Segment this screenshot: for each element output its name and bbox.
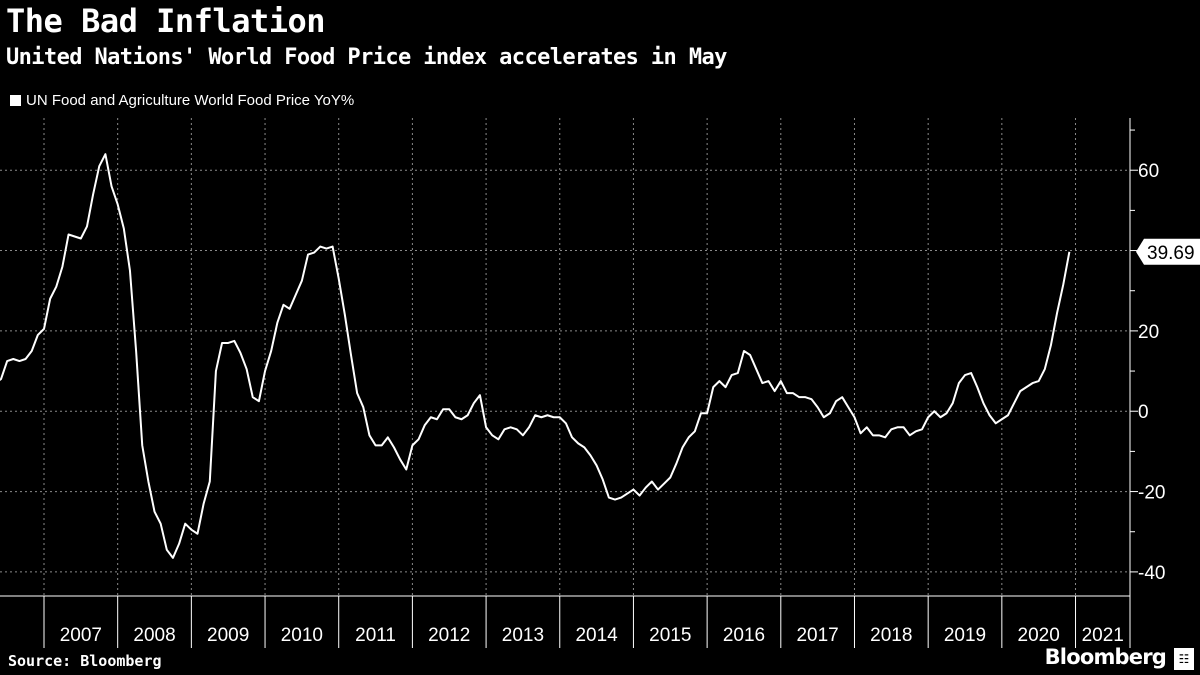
series-layer — [0, 153, 1071, 559]
grid-layer — [0, 118, 1130, 596]
x-tick-label: 2014 — [575, 625, 618, 646]
series-line-food-price-yoy — [0, 153, 1071, 559]
axis-layer — [0, 118, 1138, 648]
y-tick-label: 60 — [1138, 161, 1159, 182]
terminal-icon: ☷ — [1174, 648, 1194, 670]
y-tick-label: -20 — [1138, 483, 1165, 504]
chart-subtitle: United Nations' World Food Price index a… — [6, 45, 727, 70]
brand-logo: Bloomberg — [1044, 645, 1167, 669]
y-tick-label: -40 — [1138, 563, 1165, 584]
x-tick-label: 2008 — [133, 625, 175, 646]
x-tick-label: 2016 — [723, 625, 765, 646]
y-tick-label: 20 — [1138, 322, 1159, 343]
last-value-label: 39.69 — [1147, 243, 1195, 264]
last-value-callout — [1136, 238, 1200, 265]
source-note: Source: Bloomberg — [8, 652, 162, 670]
x-tick-label: 2018 — [870, 625, 912, 646]
x-tick-label: 2011 — [355, 625, 396, 646]
y-tick-label: 0 — [1138, 402, 1149, 423]
chart-title: The Bad Inflation — [6, 2, 326, 40]
x-tick-label: 2015 — [649, 625, 691, 646]
x-tick-label: 2012 — [428, 625, 470, 646]
x-tick-label: 2021 — [1082, 625, 1124, 646]
x-tick-label: 2013 — [502, 625, 544, 646]
legend: UN Food and Agriculture World Food Price… — [10, 92, 354, 109]
legend-swatch — [10, 95, 21, 106]
x-tick-label: 2007 — [60, 625, 102, 646]
x-tick-label: 2009 — [207, 625, 249, 646]
label-layer: -40 -20 0 20 60 2007 2008 2009 2010 2011 2012 2013 2… — [60, 161, 1200, 646]
x-tick-label: 2010 — [281, 625, 323, 646]
x-tick-label: 2019 — [944, 625, 986, 646]
legend-label: UN Food and Agriculture World Food Price… — [26, 92, 355, 109]
x-tick-label: 2020 — [1018, 625, 1060, 646]
x-tick-label: 2017 — [796, 625, 838, 646]
